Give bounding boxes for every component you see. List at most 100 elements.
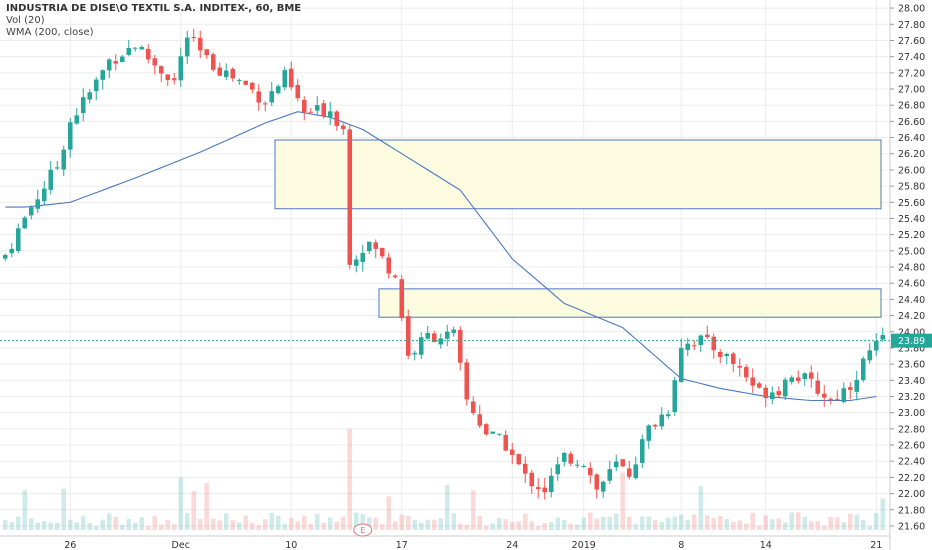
candle-body	[204, 49, 210, 56]
candle-body	[867, 350, 873, 361]
candle-body	[529, 472, 535, 487]
candle-body	[2, 255, 8, 259]
volume-bar	[243, 515, 249, 530]
time-tick-label: 17	[396, 540, 408, 550]
volume-bar	[269, 512, 275, 530]
volume-bar	[386, 496, 392, 530]
volume-bar	[113, 516, 119, 530]
candle-body	[132, 47, 138, 49]
volume-bar	[425, 519, 431, 530]
candle-body	[789, 377, 795, 382]
volume-bar	[600, 516, 606, 530]
volume-bar	[782, 522, 788, 530]
candle-body	[80, 97, 86, 114]
time-axis[interactable]: 26 Dec 10 17 24 2019 8 14 21	[0, 535, 890, 550]
volume-bar	[555, 517, 561, 530]
candle-body	[314, 105, 320, 111]
candle-body	[9, 248, 15, 254]
volume-bar	[477, 515, 483, 530]
candle-body	[711, 336, 717, 351]
time-tick-label: 24	[506, 540, 518, 550]
price-tick-label: 26.00	[898, 165, 925, 176]
volume-bar	[67, 519, 73, 530]
candle-body	[457, 329, 463, 363]
volume-indicator-label[interactable]: Vol (20)	[6, 15, 45, 26]
volume-bar	[594, 518, 600, 530]
volume-bar	[54, 522, 60, 530]
volume-bar	[366, 517, 372, 530]
zone-rectangle	[378, 288, 882, 318]
volume-bar	[230, 520, 236, 530]
candle-body	[321, 103, 327, 117]
volume-bar	[522, 513, 528, 530]
volume-bar	[275, 515, 281, 530]
candle-body	[67, 122, 73, 150]
wma-indicator-label[interactable]: WMA (200, close)	[6, 27, 94, 38]
earnings-marker[interactable]: E	[353, 523, 373, 537]
price-tick-label: 25.80	[898, 182, 925, 193]
volume-bar	[158, 524, 164, 530]
price-tick-label: 27.60	[898, 36, 925, 47]
candle-body	[470, 401, 476, 414]
candle-body	[555, 464, 561, 475]
volume-bar	[509, 521, 515, 530]
candle-body	[126, 48, 132, 55]
candle-body	[691, 345, 697, 347]
supply-demand-zones	[274, 139, 882, 318]
price-tick-label: 27.20	[898, 68, 925, 79]
candle-body	[503, 434, 509, 451]
symbol-title[interactable]: INDUSTRIA DE DISE\O TEXTIL S.A. INDITEX-…	[6, 3, 302, 14]
volume-bar	[347, 428, 353, 530]
price-tick-label: 24.40	[898, 295, 925, 306]
candle-body	[28, 207, 34, 216]
candle-body	[308, 111, 314, 113]
candle-body	[54, 167, 60, 169]
candle-body	[685, 343, 691, 350]
volume-bar	[106, 513, 112, 530]
candle-body	[730, 353, 736, 364]
candle-body	[646, 425, 652, 441]
candle-body	[607, 469, 613, 481]
chart-legend: INDUSTRIA DE DISE\O TEXTIL S.A. INDITEX-…	[6, 3, 301, 39]
candle-body	[74, 115, 80, 124]
volume-bar	[139, 517, 145, 530]
volume-bar	[327, 517, 333, 530]
time-tick-label: 10	[285, 540, 297, 550]
candle-body	[119, 56, 125, 62]
volume-bar	[418, 522, 424, 530]
volume-bar	[295, 521, 301, 530]
volume-bar	[171, 524, 177, 530]
price-axis[interactable]: 21.60 21.80 22.00 22.20 22.40 22.60 22.80 23.00…	[889, 0, 932, 550]
wma-line	[5, 111, 877, 402]
volume-bar	[574, 524, 580, 530]
candle-body	[659, 414, 665, 427]
price-tick-label: 26.40	[898, 133, 925, 144]
candle-body	[841, 388, 847, 402]
candle-body	[392, 275, 398, 278]
volume-bar	[646, 516, 652, 530]
candle-body	[15, 228, 21, 251]
candle-body	[600, 481, 606, 492]
last-price-label: 23.89	[898, 336, 925, 347]
volume-bars	[2, 428, 886, 530]
volume-bar	[587, 512, 593, 530]
volume-bar	[451, 513, 457, 530]
candle-body	[295, 85, 301, 99]
volume-bar	[132, 522, 138, 530]
candle-body	[93, 79, 99, 92]
time-tick-label: 21	[870, 540, 882, 550]
candle-body	[22, 217, 28, 229]
candle-body	[594, 474, 600, 490]
candle-body	[678, 348, 684, 382]
volume-bar	[847, 513, 853, 530]
candle-body	[379, 247, 385, 257]
volume-bar	[880, 498, 886, 530]
volume-bar	[678, 514, 684, 530]
volume-bar	[80, 515, 86, 530]
volume-bar	[399, 514, 405, 530]
price-tick-label: 21.60	[898, 521, 925, 532]
volume-bar	[360, 514, 366, 530]
candle-body	[737, 365, 743, 368]
price-tick-label: 27.00	[898, 85, 925, 96]
